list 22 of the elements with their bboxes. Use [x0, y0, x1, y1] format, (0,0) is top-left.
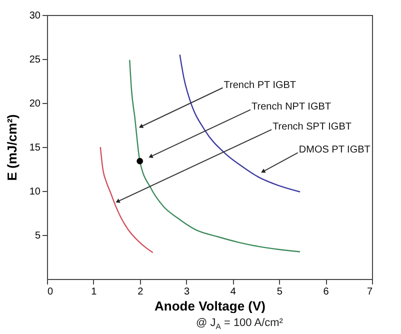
x-tick-label: 4: [230, 286, 236, 298]
y-tick-label: 5: [34, 230, 41, 242]
annotation: Trench PT IGBT: [224, 80, 296, 91]
y-tick-label: 20: [29, 98, 41, 110]
annotation: Trench SPT IGBT: [272, 122, 352, 133]
y-tick-label: 30: [29, 10, 41, 22]
x-tick-label: 6: [323, 286, 330, 298]
x-axis-title: Anode Voltage (V): [154, 298, 266, 314]
x-tick-label: 0: [48, 286, 54, 298]
y-axis-title: E (mJ/cm²): [4, 114, 20, 181]
annotation: DMOS PT IGBT: [298, 144, 370, 156]
x-tick-label: 5: [276, 286, 283, 298]
x-tick-label: 2: [138, 286, 144, 298]
x-tick-label: 3: [184, 286, 190, 298]
x-tick-label: 1: [91, 286, 98, 298]
y-tick-label: 15: [29, 142, 41, 154]
x-tick-label: 7: [366, 286, 373, 298]
text: @ J$_{A}$ = 100 A/cm²: [195, 317, 284, 332]
y-tick-label: 10: [29, 186, 41, 198]
y-tick-label: 25: [29, 54, 41, 66]
line-series: [100, 146, 154, 254]
annotation: Trench NPT IGBT: [252, 102, 332, 113]
